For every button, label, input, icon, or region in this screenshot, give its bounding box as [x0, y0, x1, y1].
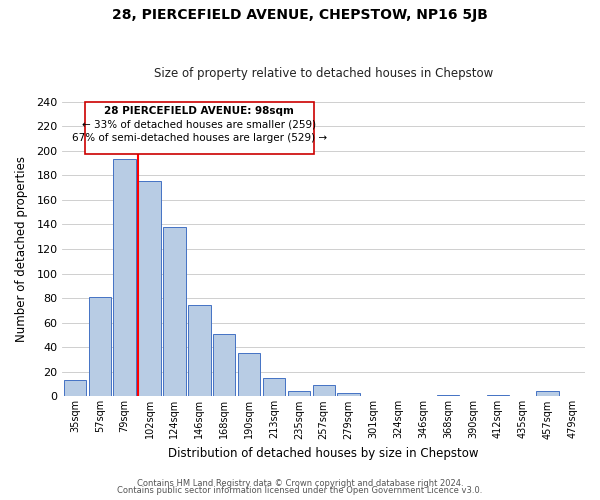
Bar [113, 159, 136, 396]
Bar [313, 386, 335, 396]
Bar [487, 395, 509, 396]
Bar [337, 392, 360, 396]
Bar [213, 334, 235, 396]
X-axis label: Distribution of detached houses by size in Chepstow: Distribution of detached houses by size … [169, 447, 479, 460]
Bar [139, 182, 161, 396]
Title: Size of property relative to detached houses in Chepstow: Size of property relative to detached ho… [154, 66, 493, 80]
Text: 28 PIERCEFIELD AVENUE: 98sqm: 28 PIERCEFIELD AVENUE: 98sqm [104, 106, 294, 117]
Text: 67% of semi-detached houses are larger (529) →: 67% of semi-detached houses are larger (… [72, 134, 327, 143]
Text: Contains HM Land Registry data © Crown copyright and database right 2024.: Contains HM Land Registry data © Crown c… [137, 478, 463, 488]
Bar [263, 378, 285, 396]
Text: ← 33% of detached houses are smaller (259): ← 33% of detached houses are smaller (25… [82, 120, 316, 130]
Bar [536, 392, 559, 396]
Bar [238, 354, 260, 397]
Y-axis label: Number of detached properties: Number of detached properties [15, 156, 28, 342]
Bar [163, 227, 185, 396]
Bar [64, 380, 86, 396]
Text: 28, PIERCEFIELD AVENUE, CHEPSTOW, NP16 5JB: 28, PIERCEFIELD AVENUE, CHEPSTOW, NP16 5… [112, 8, 488, 22]
Bar [437, 395, 460, 396]
Bar [89, 297, 111, 396]
Bar [287, 392, 310, 396]
Text: Contains public sector information licensed under the Open Government Licence v3: Contains public sector information licen… [118, 486, 482, 495]
Bar [188, 306, 211, 396]
FancyBboxPatch shape [85, 102, 314, 154]
